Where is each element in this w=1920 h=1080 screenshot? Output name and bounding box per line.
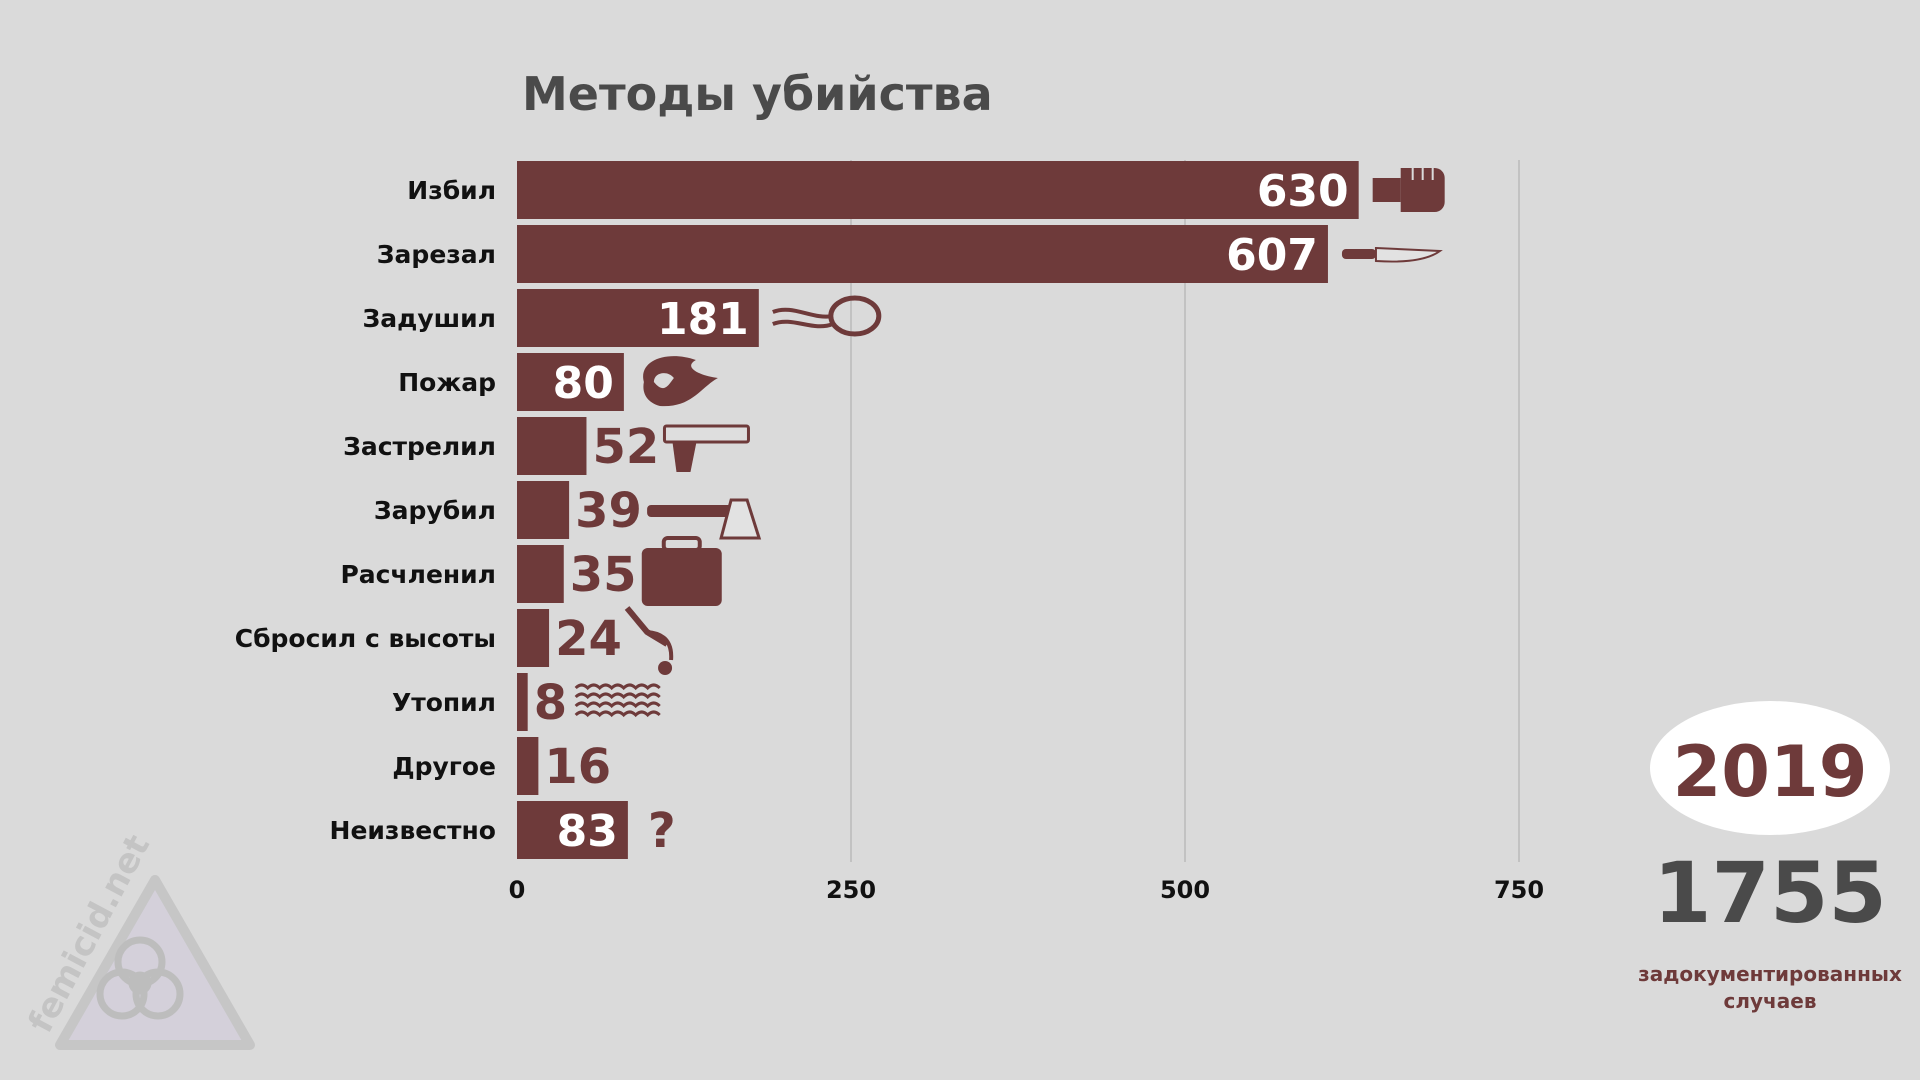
noose-icon: [772, 295, 882, 337]
suitcase-icon: [641, 536, 722, 606]
category-label: Расчленил: [340, 560, 496, 589]
category-label: Задушил: [363, 304, 497, 333]
bar: [517, 353, 624, 411]
value-label: 52: [592, 419, 659, 475]
category-label: Избил: [407, 176, 496, 205]
chart-title: Методы убийства: [522, 67, 993, 121]
value-labels: 630 607 181 80 52 39 35 24 8 16 83: [534, 166, 1349, 857]
biohazard-icon: [96, 936, 184, 1020]
x-tick-label: 750: [1494, 876, 1544, 904]
value-label: 16: [544, 739, 611, 795]
bar: [517, 417, 587, 475]
bar: [517, 225, 1328, 283]
summary-block: 2019 1755 задокументированных случаев: [1638, 701, 1902, 1013]
bar: [517, 801, 628, 859]
value-label: 35: [570, 547, 637, 603]
caption-line-1: задокументированных: [1638, 962, 1902, 986]
year-badge: [1650, 701, 1890, 835]
pistol-icon: [662, 424, 750, 472]
waves-icon: [574, 683, 661, 718]
value-label: 607: [1226, 230, 1318, 281]
axe-icon: [647, 498, 762, 540]
year-label: 2019: [1673, 731, 1868, 813]
bar: [517, 545, 564, 603]
fist-icon: [1372, 168, 1445, 212]
category-label: Пожар: [398, 368, 496, 397]
value-label: 630: [1257, 166, 1349, 217]
fire-icon: [643, 356, 718, 407]
x-tick-label: 250: [826, 876, 876, 904]
value-label: 24: [555, 611, 622, 667]
bar: [517, 737, 539, 795]
category-label: Зарезал: [377, 240, 496, 269]
caption-line-2: случаев: [1724, 989, 1817, 1013]
category-label: Застрелил: [343, 432, 496, 461]
bars: [517, 161, 1359, 859]
x-tick-label: 0: [509, 876, 526, 904]
watermark: femicid.net: [21, 828, 255, 1050]
category-labels: Избил Зарезал Задушил Пожар Застрелил Зарубил…: [235, 176, 496, 845]
value-label: 8: [534, 675, 567, 731]
category-label: Сбросил с высоты: [235, 624, 496, 653]
knife-icon: [1341, 246, 1443, 263]
bar: [517, 481, 570, 539]
value-label: 80: [553, 358, 614, 409]
bar-icons: ?: [574, 168, 1445, 859]
bar: [517, 161, 1359, 219]
x-axis-ticks: 0 250 500 750: [509, 876, 1544, 904]
bar: [517, 289, 759, 347]
question-icon: ?: [648, 803, 676, 859]
bar: [517, 609, 550, 667]
category-label: Неизвестно: [330, 816, 496, 845]
bar: [517, 673, 528, 731]
category-label: Другое: [392, 752, 496, 781]
category-label: Утопил: [392, 688, 496, 717]
total-count: 1755: [1653, 844, 1887, 942]
falling-person-icon: [624, 606, 674, 675]
value-label: 39: [575, 483, 642, 539]
warning-triangle-icon: [55, 875, 255, 1050]
x-tick-label: 500: [1160, 876, 1210, 904]
value-label: 83: [557, 806, 618, 857]
value-label: 181: [657, 294, 749, 345]
category-label: Зарубил: [374, 496, 496, 525]
